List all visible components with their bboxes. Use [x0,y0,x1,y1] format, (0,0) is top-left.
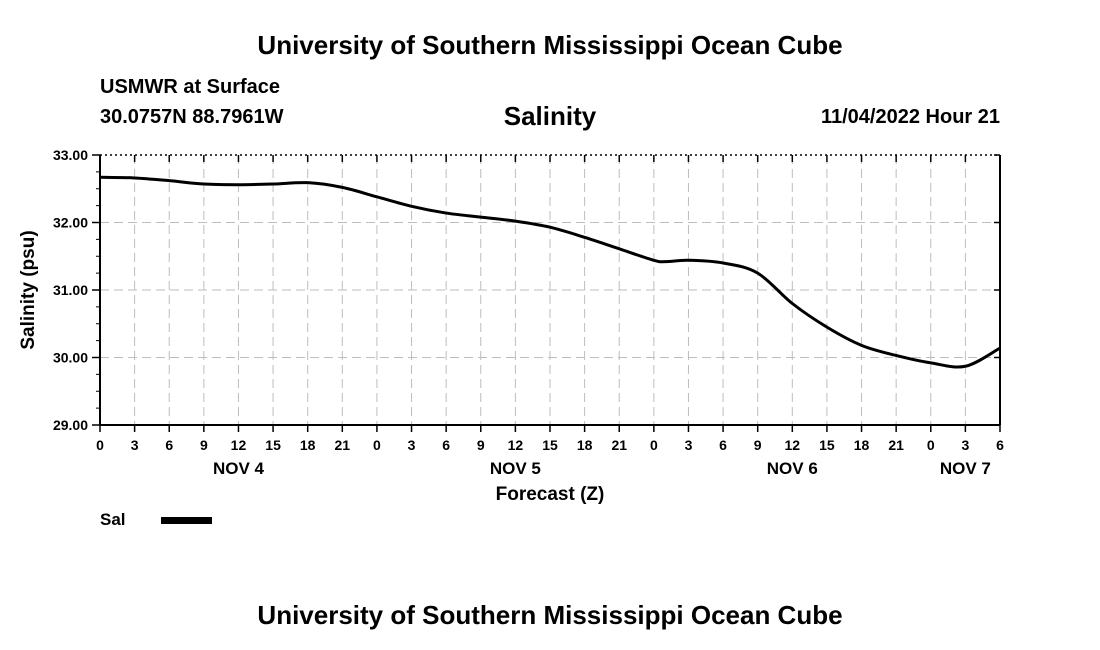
x-day-label: NOV 7 [940,459,991,478]
y-axis-title: Salinity (psu) [18,230,39,349]
x-tick-label: 0 [927,437,935,453]
x-tick-label: 6 [165,437,173,453]
page-title: University of Southern Mississippi Ocean… [257,30,843,60]
x-tick-label: 12 [231,437,247,453]
station-label: USMWR at Surface [100,76,281,98]
footer-title: University of Southern Mississippi Ocean… [257,600,843,630]
y-tick-label: 30.00 [53,350,88,366]
x-tick-label: 21 [335,437,351,453]
x-tick-label: 0 [650,437,658,453]
x-tick-label: 9 [754,437,762,453]
x-tick-label: 18 [300,437,316,453]
legend-swatch [161,517,212,524]
x-tick-label: 3 [408,437,416,453]
legend-label: Sal [100,510,126,529]
x-tick-label: 18 [854,437,870,453]
x-tick-label: 3 [961,437,969,453]
x-tick-label: 0 [96,437,104,453]
y-tick-label: 32.00 [53,215,88,231]
x-tick-label: 15 [542,437,558,453]
y-tick-label: 33.00 [53,147,88,163]
x-tick-label: 15 [819,437,835,453]
x-tick-label: 6 [442,437,450,453]
x-tick-label: 6 [996,437,1004,453]
x-tick-label: 18 [577,437,593,453]
x-tick-label: 3 [685,437,693,453]
forecast-date-label: 11/04/2022 Hour 21 [820,106,1000,128]
x-tick-label: 0 [373,437,381,453]
x-tick-label: 9 [200,437,208,453]
y-tick-label: 29.00 [53,417,88,433]
x-tick-label: 6 [719,437,727,453]
x-tick-label: 9 [477,437,485,453]
x-tick-label: 15 [265,437,281,453]
x-day-label: NOV 5 [490,459,541,478]
x-tick-label: 21 [888,437,904,453]
salinity-chart: 0 3 6 9 12 15 18 21 0 3 6 9 12 15 18 21 0 3 6 9 12 15 18 21 0 3 6 2… [18,147,1004,505]
x-tick-label: 12 [508,437,524,453]
coordinates-label: 30.0757N 88.7961W [100,106,284,128]
chart-title: Salinity [503,101,597,131]
x-tick-label: 12 [785,437,801,453]
x-day-label: NOV 6 [767,459,818,478]
x-tick-label: 21 [611,437,627,453]
x-tick-label: 3 [131,437,139,453]
x-axis-title: Forecast (Z) [496,484,605,505]
x-day-label: NOV 4 [213,459,265,478]
series-line-sal [99,175,1001,369]
y-tick-label: 31.00 [53,282,88,298]
